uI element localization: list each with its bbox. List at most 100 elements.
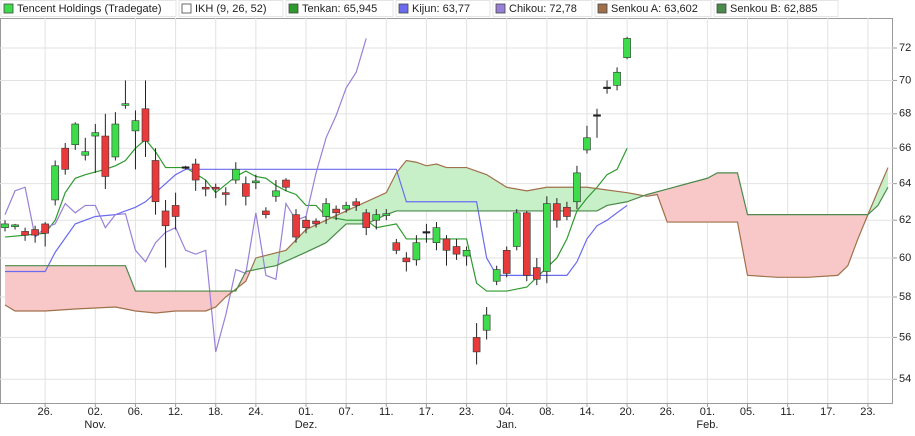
- candle-body: [382, 213, 391, 216]
- x-tick-label: 17.: [419, 406, 434, 418]
- candle-body: [121, 103, 130, 106]
- indicator-line: [4, 159, 889, 314]
- x-tick-label: 06.: [128, 406, 143, 418]
- x-tick-label: 04.: [499, 406, 514, 418]
- candle-body: [161, 210, 170, 227]
- legend-swatch: [288, 3, 299, 14]
- candle-body: [452, 246, 461, 255]
- x-tick-label: 26.: [660, 406, 675, 418]
- candle-body: [141, 108, 150, 142]
- candle-body: [221, 192, 230, 195]
- candle-body: [583, 137, 591, 151]
- y-tick-label: 58: [899, 291, 911, 303]
- candle-body: [392, 242, 401, 251]
- x-tick-label: 01.: [700, 406, 715, 418]
- candle-body: [603, 86, 611, 89]
- y-tick-label: 60: [899, 252, 911, 264]
- candle-body: [422, 231, 431, 234]
- candle-body: [412, 242, 421, 261]
- x-tick-label: 23.: [860, 406, 875, 418]
- y-tick-label: 54: [899, 373, 911, 385]
- candle-body: [191, 163, 200, 181]
- legend-item-frame: [285, 0, 394, 17]
- y-tick-label: 64: [899, 178, 911, 190]
- candle-body: [71, 123, 80, 146]
- candle-body: [151, 160, 160, 203]
- candle-body: [432, 227, 441, 244]
- indicator-line: [5, 172, 889, 292]
- legend-item-frame: [0, 0, 177, 17]
- y-tick-label: 68: [899, 108, 911, 120]
- candle-body: [91, 132, 100, 137]
- candle-body: [21, 231, 29, 236]
- x-tick-label: 08.: [539, 406, 554, 418]
- legend-label: Senkou A: 63,602: [611, 3, 698, 15]
- legend-item-frame: [395, 0, 491, 17]
- x-tick-label: 14.: [579, 406, 594, 418]
- x-tick-label: 20.: [619, 406, 634, 418]
- legend-label: Chikou: 72,78: [509, 3, 577, 15]
- candle-body: [211, 186, 220, 190]
- legend-swatch: [398, 3, 409, 14]
- candle-body: [543, 203, 551, 272]
- y-tick-label: 70: [899, 74, 911, 86]
- x-tick-label: 18.: [208, 406, 223, 418]
- candle-body: [462, 250, 471, 257]
- candle-body: [282, 179, 290, 188]
- x-tick-label: 17.: [820, 406, 835, 418]
- x-tick-label: 11.: [780, 406, 794, 418]
- candle-body: [613, 71, 621, 86]
- y-tick-label: 62: [899, 214, 911, 226]
- candle-body: [362, 212, 371, 228]
- candle-body: [302, 219, 310, 228]
- legend-item-frame: [594, 0, 712, 17]
- month-label: Dez.: [295, 419, 318, 431]
- candle-body: [573, 172, 581, 203]
- candle-body: [352, 201, 360, 206]
- x-tick-label: 24.: [248, 406, 263, 418]
- candle-body: [332, 208, 340, 214]
- x-tick-label: 26.: [38, 406, 53, 418]
- candle-body: [201, 186, 210, 190]
- candle-body: [342, 205, 350, 210]
- legend-item-frame: [713, 0, 839, 17]
- candle-body: [563, 206, 571, 217]
- candle-body: [402, 257, 411, 263]
- legend-swatch: [495, 3, 506, 14]
- candle-body: [442, 238, 451, 251]
- legend-item-frame: [178, 0, 284, 17]
- month-label: Jan.: [496, 419, 517, 431]
- candle-body: [101, 135, 110, 177]
- candle-body: [322, 203, 330, 217]
- month-label: Nov.: [84, 419, 106, 431]
- candle-body: [51, 165, 59, 201]
- legend-label: Tenkan: 65,945: [302, 3, 377, 15]
- candle-body: [472, 337, 481, 353]
- candle-body: [522, 212, 531, 276]
- candle-body: [623, 38, 631, 58]
- candle-body: [482, 314, 491, 331]
- x-tick-label: 11.: [379, 406, 393, 418]
- candle-body: [502, 250, 511, 274]
- y-tick-label: 66: [899, 142, 911, 154]
- candle-body: [492, 269, 501, 282]
- y-tick-label: 56: [899, 331, 911, 343]
- candle-body: [181, 166, 190, 169]
- candle-body: [61, 147, 70, 170]
- x-tick-label: 02.: [88, 406, 103, 418]
- legend-label: IKH (9, 26, 52): [195, 3, 267, 15]
- legend-swatch: [716, 3, 727, 14]
- candle-body: [533, 267, 541, 280]
- x-tick-label: 05.: [740, 406, 755, 418]
- candle-body: [242, 183, 250, 197]
- legend-label: Tencent Holdings (Tradegate): [17, 3, 162, 15]
- candle-body: [31, 229, 39, 236]
- candle-body: [262, 210, 270, 215]
- candle-body: [41, 223, 49, 234]
- month-label: Feb.: [696, 419, 718, 431]
- legend-swatch: [597, 3, 608, 14]
- legend-swatch: [3, 3, 14, 14]
- candle-body: [231, 169, 240, 181]
- legend-label: Senkou B: 62,885: [730, 3, 817, 15]
